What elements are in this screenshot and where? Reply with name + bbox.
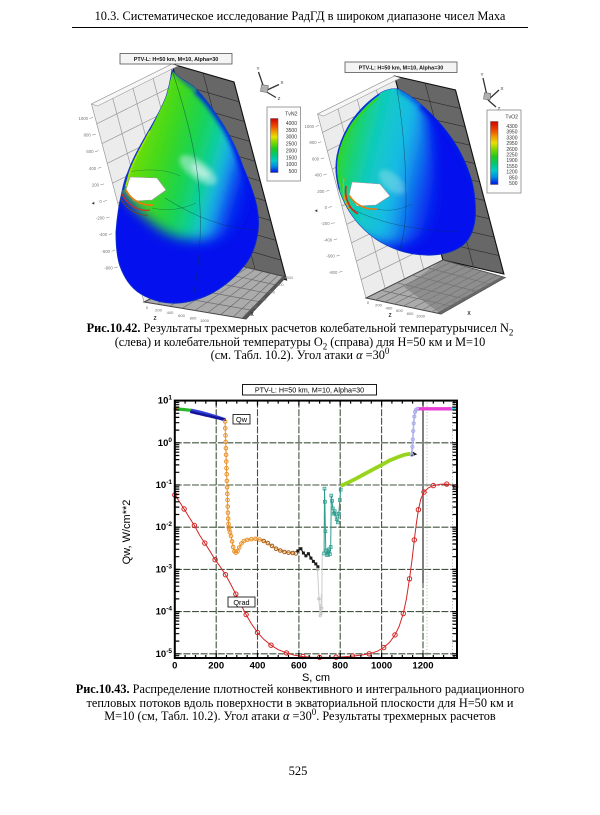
svg-text:500: 500 (289, 169, 298, 175)
svg-text:10-1: 10-1 (156, 479, 173, 491)
svg-text:◄: ◄ (314, 208, 318, 213)
svg-text:10-4: 10-4 (156, 606, 173, 618)
svg-text:2000: 2000 (286, 148, 297, 154)
svg-text:800: 800 (309, 140, 317, 145)
svg-text:1000: 1000 (286, 162, 297, 168)
svg-text:Y: Y (480, 72, 483, 77)
svg-text:200: 200 (317, 189, 325, 194)
svg-text:0: 0 (367, 300, 370, 305)
svg-text:500: 500 (509, 181, 518, 187)
svg-text:200: 200 (92, 182, 100, 187)
svg-text:0: 0 (325, 205, 328, 210)
svg-text:600: 600 (269, 290, 275, 294)
svg-text:-600: -600 (326, 254, 335, 259)
svg-text:X: X (280, 80, 283, 85)
svg-text:PTV-L: H=50 km, M=10, Alpha=30: PTV-L: H=50 km, M=10, Alpha=30 (255, 386, 364, 395)
svg-text:10-2: 10-2 (156, 521, 173, 533)
svg-text:0: 0 (146, 305, 149, 310)
svg-text:Qw: Qw (236, 415, 248, 424)
svg-text:X: X (500, 86, 503, 91)
svg-text:800: 800 (332, 661, 348, 672)
svg-text:TvN2: TvN2 (285, 112, 298, 118)
svg-text:TvO2: TvO2 (505, 115, 518, 121)
svg-text:200: 200 (443, 306, 449, 310)
svg-text:PTV-L: H=50 km, M=10, Alpha=30: PTV-L: H=50 km, M=10, Alpha=30 (359, 66, 443, 72)
svg-text:3950: 3950 (506, 130, 517, 136)
svg-text:1500: 1500 (286, 155, 297, 161)
svg-text:-600: -600 (101, 249, 110, 254)
svg-text:1200: 1200 (412, 661, 433, 672)
svg-text:-200: -200 (321, 221, 330, 226)
svg-text:400: 400 (386, 305, 393, 310)
svg-text:-200: -200 (96, 216, 105, 221)
svg-text:1000: 1000 (304, 124, 314, 129)
svg-text:2600: 2600 (506, 147, 517, 153)
svg-text:Z: Z (498, 106, 501, 111)
svg-text:0: 0 (99, 199, 102, 204)
svg-text:Z: Z (388, 313, 391, 319)
svg-text:2250: 2250 (506, 153, 517, 159)
svg-text:400: 400 (260, 298, 266, 302)
svg-text:Z: Z (278, 96, 281, 101)
svg-text:600: 600 (178, 313, 185, 318)
svg-text:1000: 1000 (285, 276, 293, 280)
svg-text:3500: 3500 (286, 128, 297, 134)
svg-text:S, cm: S, cm (302, 672, 330, 684)
svg-text:850: 850 (509, 175, 518, 181)
svg-text:400: 400 (89, 166, 97, 171)
svg-text:Z: Z (153, 316, 156, 322)
svg-text:X: X (250, 312, 254, 318)
svg-text:2500: 2500 (286, 142, 297, 148)
svg-text:100: 100 (158, 437, 173, 449)
svg-text:1000: 1000 (200, 318, 210, 323)
svg-text:600: 600 (312, 156, 320, 161)
svg-text:1000: 1000 (481, 284, 489, 288)
svg-text:Y: Y (256, 66, 259, 71)
svg-text:-800: -800 (104, 265, 113, 270)
svg-text:-400: -400 (324, 237, 333, 242)
svg-text:-400: -400 (99, 232, 108, 237)
svg-text:101: 101 (158, 395, 173, 407)
svg-text:200: 200 (251, 305, 257, 309)
svg-text:3000: 3000 (286, 135, 297, 141)
svg-text:X: X (467, 311, 471, 317)
svg-text:400: 400 (167, 310, 174, 315)
svg-text:1000: 1000 (371, 661, 392, 672)
svg-text:600: 600 (86, 149, 94, 154)
svg-text:200: 200 (155, 308, 162, 313)
svg-text:0: 0 (245, 312, 247, 316)
svg-text:-800: -800 (329, 270, 338, 275)
svg-text:2950: 2950 (506, 141, 517, 147)
svg-text:400: 400 (250, 661, 266, 672)
svg-text:600: 600 (291, 661, 307, 672)
svg-text:◄: ◄ (91, 201, 95, 206)
svg-text:1550: 1550 (506, 164, 517, 170)
svg-text:400: 400 (315, 173, 323, 178)
svg-text:Qrad: Qrad (233, 598, 249, 607)
svg-text:600: 600 (396, 308, 403, 313)
svg-text:10-5: 10-5 (156, 648, 173, 660)
svg-text:10-3: 10-3 (156, 563, 173, 575)
svg-text:800: 800 (277, 283, 283, 287)
svg-text:1200: 1200 (506, 170, 517, 176)
svg-text:Qw, W/cm**2: Qw, W/cm**2 (121, 500, 133, 565)
svg-text:800: 800 (190, 315, 197, 320)
svg-text:1900: 1900 (506, 158, 517, 164)
svg-text:800: 800 (407, 311, 414, 316)
svg-text:800: 800 (84, 133, 92, 138)
svg-text:1000: 1000 (416, 314, 426, 319)
svg-text:800: 800 (472, 289, 478, 293)
svg-text:PTV-L: H=50 km, M=10, Alpha=3: PTV-L: H=50 km, M=10, Alpha=30 (134, 57, 218, 63)
svg-text:0: 0 (172, 661, 177, 672)
svg-text:1000: 1000 (78, 116, 88, 121)
svg-text:600: 600 (462, 295, 468, 299)
svg-text:200: 200 (375, 303, 382, 308)
svg-text:4000: 4000 (286, 121, 297, 127)
svg-text:4300: 4300 (506, 124, 517, 130)
svg-text:200: 200 (208, 661, 224, 672)
svg-text:400: 400 (453, 300, 459, 304)
svg-text:3300: 3300 (506, 135, 517, 141)
